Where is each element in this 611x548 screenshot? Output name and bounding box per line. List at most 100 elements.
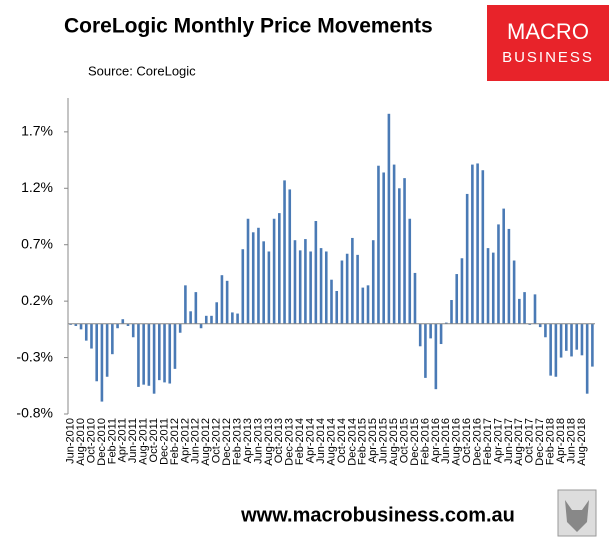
x-tick-label: Dec-2013 [284,418,296,466]
bar [314,221,318,324]
y-tick-label: 0.7% [21,235,53,251]
bar [424,323,427,378]
bar [538,323,542,328]
bar [272,218,276,324]
bar [215,302,219,324]
logo-text: MACRO [507,19,589,44]
x-tick-label: Jun-2016 [440,418,452,464]
x-tick-label: Aug-2011 [138,418,150,465]
x-tick-label: Oct-2010 [85,418,97,463]
bar [204,315,208,324]
bar [403,178,406,324]
bar [152,323,156,394]
bar [471,164,474,324]
bar [121,319,125,324]
bar [304,239,307,324]
x-tick-label: Aug-2010 [75,418,87,466]
x-tick-label: Oct-2014 [336,418,348,463]
bar [434,323,438,390]
x-tick-label: Feb-2017 [482,418,494,465]
bar [340,260,344,324]
x-tick-label: Oct-2017 [524,418,536,463]
bar [544,323,547,338]
bar [246,218,250,324]
bar [486,248,490,324]
bar [512,260,516,324]
bar [481,170,485,324]
bar [126,323,130,326]
bar [111,323,114,355]
bar [507,228,511,324]
bar [168,323,172,384]
x-tick-label: Aug-2014 [325,418,337,466]
bar [371,240,375,324]
x-tick-label: Oct-2015 [398,418,410,463]
bar [288,189,292,324]
bar [418,323,422,347]
y-tick-label: 1.7% [21,123,53,139]
bar [319,248,323,324]
bar [465,193,469,324]
bar [439,323,443,345]
x-tick-label: Dec-2017 [534,418,546,466]
x-tick-label: Apr-2011 [117,418,129,462]
bar [565,323,568,351]
x-tick-label: Oct-2013 [273,418,285,463]
x-tick-label: Aug-2016 [451,418,463,466]
y-tick-label: -0.3% [16,348,53,364]
bar [361,287,365,324]
bar [491,252,495,324]
bar [460,258,464,324]
bar [398,188,401,324]
x-tick-label: Jun-2017 [503,418,515,464]
bar [262,241,265,324]
bar [158,323,161,381]
x-tick-label: Apr-2014 [305,418,317,463]
bar [267,251,271,324]
bar [497,224,500,324]
bar [79,323,83,330]
bar [278,213,281,324]
x-tick-label: Oct-2012 [211,418,223,463]
x-tick-label: Feb-2013 [231,418,243,465]
bar [528,323,532,325]
x-tick-label: Feb-2014 [294,418,306,465]
bar [382,172,385,324]
bar [351,237,354,324]
bar [251,232,255,324]
bar [199,323,203,329]
bar [100,323,104,402]
bar [225,280,229,324]
bar [220,275,224,324]
bar [387,113,391,324]
bar [533,294,537,324]
bar [236,313,239,324]
bar [131,323,135,338]
bar [377,165,380,324]
bar [137,323,140,387]
x-tick-label: Jun-2013 [252,418,264,464]
bar [392,164,396,324]
bar [105,323,109,377]
x-tick-label: Dec-2015 [409,418,421,466]
bar [330,279,333,324]
wolf-icon [565,500,589,532]
x-tick-label: Feb-2011 [106,418,118,464]
bar [231,312,234,324]
x-tick-label: Feb-2016 [419,418,431,465]
logo-box [487,5,609,81]
bar [591,323,594,367]
x-tick-label: Oct-2011 [148,418,160,462]
bar [95,323,98,382]
x-tick-label: Apr-2013 [242,418,254,463]
bar [210,315,213,324]
x-tick-label: Aug-2017 [513,418,525,466]
bar [116,323,119,329]
x-tick-label: Jun-2012 [190,418,202,464]
x-tick-label: Jun-2015 [378,418,390,464]
x-tick-label: Apr-2018 [555,418,567,463]
x-tick-label: Feb-2015 [357,418,369,465]
x-tick-label: Dec-2010 [96,418,108,466]
x-tick-label: Jun-2010 [65,418,77,464]
